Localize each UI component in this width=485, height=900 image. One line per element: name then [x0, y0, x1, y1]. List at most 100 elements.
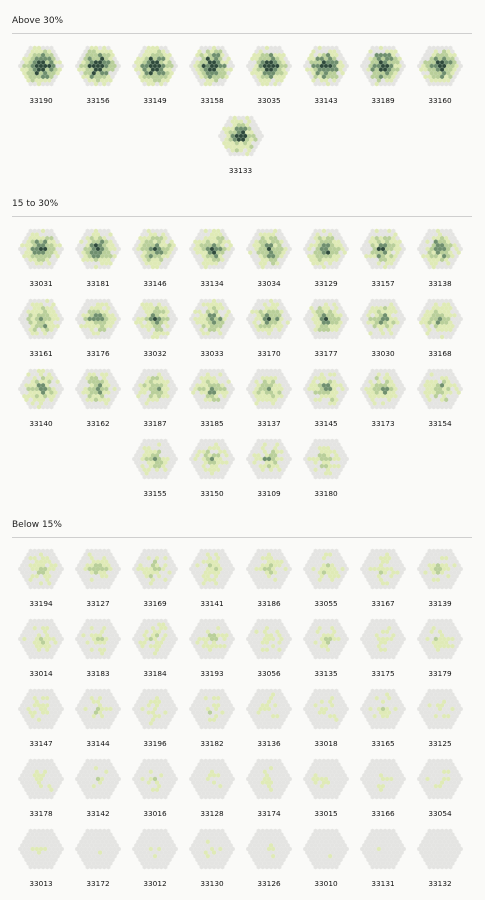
hex-plot-tile[interactable]: 33127	[70, 546, 126, 616]
hex-plot-tile[interactable]: 33149	[127, 43, 183, 113]
hex-cell	[157, 78, 162, 83]
hex-cell	[106, 390, 111, 395]
hex-cell	[395, 320, 400, 325]
hex-cell	[442, 643, 447, 649]
hex-cell	[338, 243, 343, 248]
hex-plot-tile[interactable]: 33187	[127, 366, 183, 436]
hex-cell	[315, 463, 320, 469]
hex-plot-tile[interactable]: 33181	[70, 226, 126, 296]
hex-plot-tile[interactable]: 33150	[184, 436, 240, 506]
hex-plot-tile[interactable]: 33161	[13, 296, 69, 366]
hex-plot-tile[interactable]: 33157	[355, 226, 411, 296]
hex-plot-tile[interactable]: 33185	[184, 366, 240, 436]
hex-plot-tile[interactable]: 33145	[298, 366, 354, 436]
hex-cell	[437, 70, 443, 76]
hex-cell	[429, 643, 434, 649]
hex-plot-tile[interactable]: 33030	[355, 296, 411, 366]
hex-plot-tile[interactable]: 33134	[184, 226, 240, 296]
hex-cell	[136, 636, 141, 642]
hex-plot-tile[interactable]: 33156	[70, 43, 126, 113]
hex-cell	[283, 379, 288, 385]
hex-plot-tile[interactable]: 33139	[412, 546, 468, 616]
hex-cell	[22, 239, 27, 245]
hex-plot-tile[interactable]: 33189	[355, 43, 411, 113]
hex-plot-tile[interactable]: 33183	[70, 616, 126, 686]
hex-plot-tile[interactable]: 33056	[241, 616, 297, 686]
hex-plot-tile[interactable]: 33170	[241, 296, 297, 366]
hex-cell	[171, 563, 176, 568]
hex-plot-tile[interactable]: 33135	[298, 616, 354, 686]
hex-cell	[321, 334, 326, 340]
hex-plot-tile[interactable]: 33160	[412, 43, 468, 113]
hex-cell	[321, 81, 326, 87]
hex-plot-tile[interactable]: 33193	[184, 616, 240, 686]
hex-plot-tile[interactable]: 33169	[127, 546, 183, 616]
hex-cell	[440, 257, 445, 263]
hex-plot-tile[interactable]: 33129	[298, 226, 354, 296]
hex-plot-tile[interactable]: 33190	[13, 43, 69, 113]
hex-cell	[34, 636, 39, 642]
hex-plot-tile[interactable]: 33137	[241, 366, 297, 436]
hex-cell	[83, 651, 88, 656]
hex-plot-tile[interactable]: 33147	[13, 686, 69, 756]
hex-plot-tile[interactable]: 33032	[127, 296, 183, 366]
hex-cell	[389, 651, 394, 656]
hex-cell	[256, 298, 261, 304]
hex-plot-tile[interactable]: 33133	[213, 113, 269, 183]
hex-cell	[199, 633, 204, 638]
hex-cell	[79, 393, 84, 399]
hex-cell	[205, 636, 210, 642]
hex-plot-tile[interactable]: 33014	[13, 616, 69, 686]
hex-cell	[315, 372, 320, 377]
hex-cell	[376, 78, 381, 83]
hex-cell	[144, 78, 149, 83]
hex-plot-tile[interactable]: 33146	[127, 226, 183, 296]
hex-plot-tile[interactable]: 33140	[13, 366, 69, 436]
hex-plot-tile[interactable]: 33033	[184, 296, 240, 366]
hex-plot-tile[interactable]: 33154	[412, 366, 468, 436]
hex-cell	[79, 56, 84, 62]
hex-plot-tile[interactable]: 33173	[355, 366, 411, 436]
hex-cell	[391, 81, 396, 87]
hex-plot-tile[interactable]: 33179	[412, 616, 468, 686]
hex-plot-tile[interactable]: 33035	[241, 43, 297, 113]
hex-cell	[313, 320, 318, 325]
hex-plot-tile[interactable]: 33031	[13, 226, 69, 296]
hex-plot-tile[interactable]: 33177	[298, 296, 354, 366]
hex-cell	[283, 566, 288, 572]
hex-cell	[38, 573, 44, 579]
hex-plot-tile[interactable]: 33055	[298, 546, 354, 616]
hex-cell	[305, 313, 310, 318]
hex-cell	[385, 253, 390, 259]
hex-plot-tile[interactable]: 33143	[298, 43, 354, 113]
hex-cell	[201, 581, 206, 586]
hex-plot-tile[interactable]: 33141	[184, 546, 240, 616]
hex-cell	[95, 379, 101, 385]
hex-cell	[383, 235, 388, 241]
hex-plot-tile[interactable]: 33158	[184, 43, 240, 113]
hex-cell	[362, 563, 367, 568]
hex-plot-tile[interactable]: 33180	[298, 436, 354, 506]
hex-cell	[364, 56, 369, 62]
hex-cell	[307, 379, 312, 385]
hex-cell	[264, 390, 269, 395]
hex-plot-tile[interactable]: 33167	[355, 546, 411, 616]
hex-plot-tile[interactable]: 33186	[241, 546, 297, 616]
hex-cell	[313, 305, 318, 311]
hex-plot-tile[interactable]: 33184	[127, 616, 183, 686]
hex-plot-tile[interactable]: 33162	[70, 366, 126, 436]
hex-cell	[30, 302, 35, 307]
hex-plot-tile[interactable]: 33138	[412, 226, 468, 296]
hex-cell	[277, 313, 282, 318]
hex-plot-tile[interactable]: 33176	[70, 296, 126, 366]
hex-plot-tile[interactable]: 33109	[241, 436, 297, 506]
hex-plot-tile[interactable]: 33168	[412, 296, 468, 366]
hex-cell	[391, 548, 396, 554]
hex-plot-tile[interactable]: 33034	[241, 226, 297, 296]
hex-plot-tile[interactable]: 33155	[127, 436, 183, 506]
hex-cell	[374, 383, 379, 388]
hex-plot-tile[interactable]: 33194	[13, 546, 69, 616]
hex-cell	[26, 566, 31, 572]
hex-cell	[330, 453, 335, 458]
hex-plot-tile[interactable]: 33175	[355, 616, 411, 686]
